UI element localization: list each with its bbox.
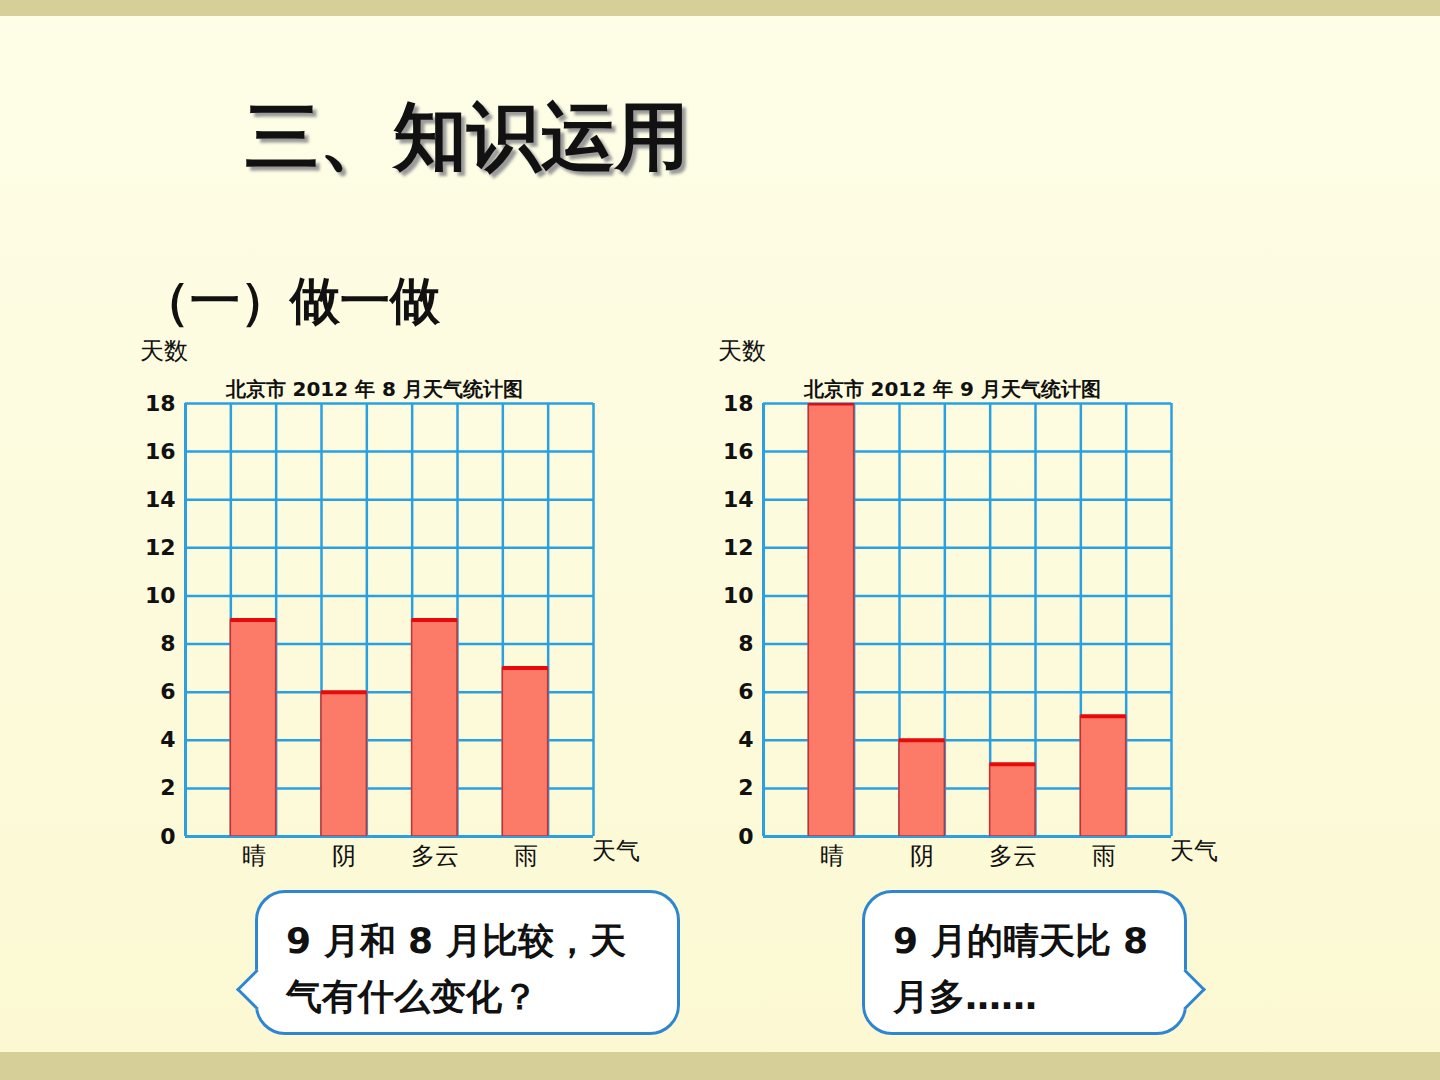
svg-text:阴: 阴 [332, 842, 356, 870]
svg-text:6: 6 [160, 679, 175, 704]
svg-text:16: 16 [145, 439, 176, 464]
svg-text:18: 18 [723, 391, 754, 416]
html-text:9 月的晴天比 8 月多……: 9 月的晴天比 8 月多…… [893, 920, 1149, 1017]
svg-text:多云: 多云 [411, 842, 459, 870]
svg-text:14: 14 [723, 487, 754, 512]
svg-text:多云: 多云 [989, 842, 1037, 870]
svg-text:4: 4 [160, 727, 175, 752]
svg-text:8: 8 [738, 631, 753, 656]
svg-text:晴: 晴 [242, 842, 266, 870]
svg-text:晴: 晴 [820, 842, 844, 870]
html-text:三、知识运用: 三、知识运用 [245, 93, 689, 179]
html-text:（一）做一做: （一）做一做 [140, 272, 440, 330]
svg-text:12: 12 [723, 535, 754, 560]
svg-text:天气: 天气 [592, 837, 640, 865]
svg-text:4: 4 [738, 727, 753, 752]
svg-text:北京市 2012 年 8 月天气统计图: 北京市 2012 年 8 月天气统计图 [225, 377, 523, 401]
svg-text:雨: 雨 [514, 842, 538, 870]
svg-text:0: 0 [738, 824, 753, 849]
svg-text:16: 16 [723, 439, 754, 464]
svg-text:12: 12 [145, 535, 176, 560]
svg-text:10: 10 [145, 583, 176, 608]
svg-text:北京市 2012 年 9 月天气统计图: 北京市 2012 年 9 月天气统计图 [803, 377, 1101, 401]
svg-text:天数: 天数 [140, 337, 188, 365]
svg-text:8: 8 [160, 631, 175, 656]
svg-text:14: 14 [145, 487, 176, 512]
svg-text:阴: 阴 [910, 842, 934, 870]
svg-text:雨: 雨 [1092, 842, 1116, 870]
svg-text:天气: 天气 [1170, 837, 1218, 865]
svg-text:10: 10 [723, 583, 754, 608]
svg-text:天数: 天数 [718, 337, 766, 365]
svg-text:2: 2 [160, 775, 175, 800]
svg-text:0: 0 [160, 824, 175, 849]
svg-text:6: 6 [738, 679, 753, 704]
svg-text:2: 2 [738, 775, 753, 800]
svg-text:18: 18 [145, 391, 176, 416]
html-text:9 月和 8 月比较，天气有什么变化？: 9 月和 8 月比较，天气有什么变化？ [286, 920, 626, 1017]
